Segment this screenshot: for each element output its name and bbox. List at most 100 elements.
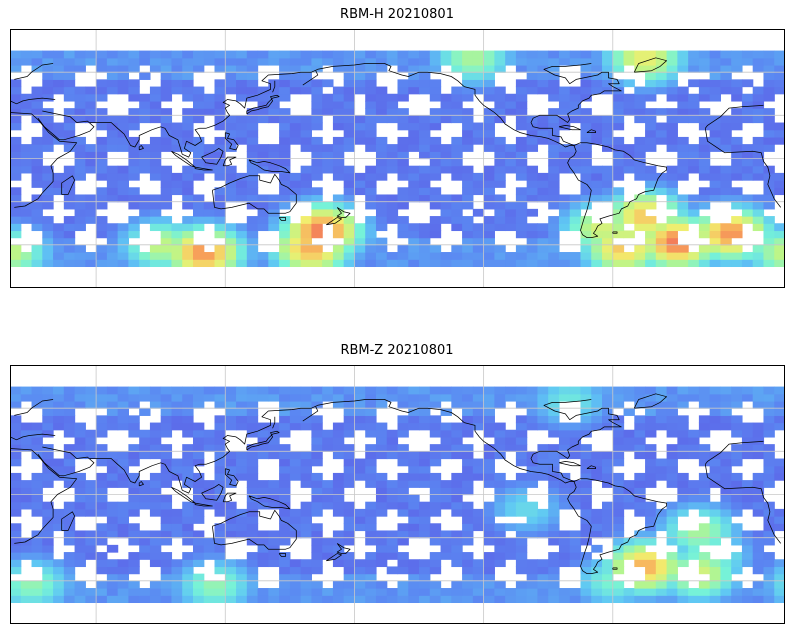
swath-cell — [300, 451, 312, 460]
graticule — [10, 365, 785, 624]
swath-cell — [548, 393, 560, 402]
swath-cell — [655, 580, 668, 589]
swath-cell — [612, 201, 625, 210]
swath-cell — [580, 530, 592, 539]
swath-cell — [451, 93, 463, 102]
swath-cell — [698, 429, 711, 438]
swath-cell — [494, 436, 506, 445]
swath-cell — [526, 180, 539, 188]
swath-cell — [558, 559, 571, 568]
swath-cell — [397, 252, 409, 260]
swath-cell — [214, 559, 226, 568]
swath-cell — [63, 465, 76, 474]
swath-cell — [591, 194, 603, 203]
swath-cell — [63, 259, 76, 268]
swath-cell — [763, 552, 775, 560]
swath-cell — [10, 458, 22, 467]
swath-cell — [569, 552, 582, 560]
swath-cell — [322, 100, 334, 109]
swath-cell — [182, 465, 194, 474]
swath-cell — [515, 436, 528, 445]
swath-cell — [494, 508, 506, 517]
swath-cell — [569, 595, 582, 604]
swath-cell — [515, 523, 528, 532]
swath-cell — [612, 480, 625, 488]
swath-cell — [483, 444, 495, 452]
swath-cell — [300, 508, 312, 517]
swath-cell — [106, 180, 119, 188]
swath-cell — [677, 444, 689, 452]
swath-cell — [483, 595, 495, 604]
swath-cell — [440, 100, 452, 109]
swath-cell — [225, 566, 237, 575]
swath-cell — [688, 108, 700, 116]
swath-cell — [451, 552, 463, 560]
swath-cell — [591, 508, 603, 517]
swath-cell — [569, 216, 582, 224]
swath-cell — [602, 180, 614, 188]
swath-cell — [354, 129, 366, 138]
swath-cell — [569, 93, 582, 102]
swath-cell — [526, 86, 539, 95]
swath-cell — [569, 451, 582, 460]
swath-cell — [10, 530, 22, 539]
swath-cell — [332, 451, 345, 460]
swath-cell — [451, 444, 463, 452]
swath-cell — [63, 64, 76, 73]
coastline — [376, 399, 574, 484]
swath-cell — [192, 501, 205, 510]
swath-cell — [548, 530, 560, 539]
swath-cell — [462, 230, 474, 239]
swath-cell — [20, 386, 33, 395]
swath-cell — [225, 415, 237, 424]
swath-cell — [149, 444, 162, 452]
swath-cell — [182, 451, 194, 460]
swath-cell — [160, 201, 173, 210]
swath-cell — [139, 436, 151, 445]
swath-cell — [451, 559, 463, 568]
swath-cell — [580, 72, 592, 80]
swath-cell — [494, 64, 506, 73]
swath-cell — [214, 487, 226, 496]
swath-cell — [666, 93, 678, 102]
swath-cell — [236, 194, 248, 203]
swath-cell — [289, 415, 302, 424]
swath-cell — [612, 151, 625, 160]
swath-cell — [731, 472, 743, 481]
swath-cell — [558, 552, 571, 560]
swath-cell — [720, 165, 732, 174]
swath-cell — [375, 223, 388, 232]
swath-cell — [774, 400, 785, 409]
swath-cell — [645, 595, 657, 604]
swath-cell — [279, 429, 291, 438]
swath-cell — [580, 151, 592, 160]
swath-cell — [10, 57, 22, 66]
swath-cell — [483, 230, 495, 239]
swath-cell — [192, 115, 205, 124]
swath-cell — [741, 158, 754, 167]
swath-cell — [526, 472, 539, 481]
swath-cell — [300, 393, 312, 402]
swath-cell — [505, 50, 517, 59]
swath-cell — [612, 144, 625, 152]
swath-cell — [515, 393, 528, 402]
swath-cell — [698, 57, 711, 66]
swath-cell — [10, 415, 22, 424]
swath-cell — [85, 144, 97, 152]
swath-cell — [752, 494, 765, 503]
swath-cell — [386, 100, 399, 109]
swath-cell — [752, 252, 765, 260]
swath-cell — [580, 588, 592, 596]
swath-cell — [20, 259, 33, 268]
swath-cell — [128, 451, 140, 460]
swath-cell — [397, 122, 409, 131]
swath-cell — [10, 544, 22, 553]
swath-cell — [515, 230, 528, 239]
swath-cell — [763, 580, 775, 589]
swath-cell — [580, 79, 592, 88]
swath-cell — [10, 508, 22, 517]
swath-cell — [580, 444, 592, 452]
swath-cell — [85, 501, 97, 510]
swath-cell — [128, 422, 140, 431]
swath-cell — [42, 230, 54, 239]
